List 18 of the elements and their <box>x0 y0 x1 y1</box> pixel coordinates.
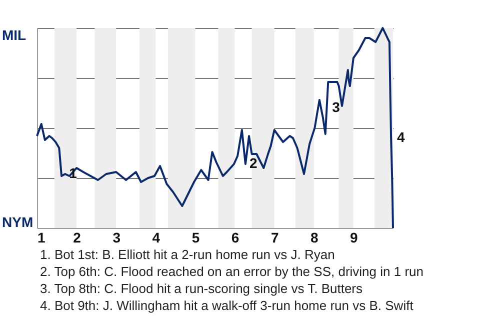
x-tick-label: 5 <box>192 230 200 246</box>
annotation: 4 <box>397 129 405 145</box>
text: 2. Top 6th: C. Flood reached on an error by the SS, driving in 1 run <box>40 263 424 280</box>
text: 3. Top 8th: C. Flood hit a run-scoring single vs T. Butters <box>40 280 364 297</box>
x-tick-label: 8 <box>310 230 318 246</box>
x-tick-label: 3 <box>112 230 121 246</box>
text: 1. Bot 1st: B. Elliott hit a 2-run home run vs J. Ryan <box>40 246 336 263</box>
x-tick-label: 9 <box>350 230 358 246</box>
x-tick-label: 2 <box>73 230 82 246</box>
x-tick-label: 6 <box>231 230 240 246</box>
annotation: 3 <box>332 99 340 115</box>
annotation: 2 <box>249 155 258 171</box>
text: NYM <box>2 214 34 230</box>
x-tick-label: 4 <box>152 230 160 246</box>
x-tick-label: 7 <box>270 230 279 246</box>
x-tick-label: 1 <box>38 230 46 246</box>
text: MIL <box>2 27 26 43</box>
text: 4. Bot 9th: J. Willingham hit a walk-off 3-run home run vs B. Swift <box>40 297 414 314</box>
